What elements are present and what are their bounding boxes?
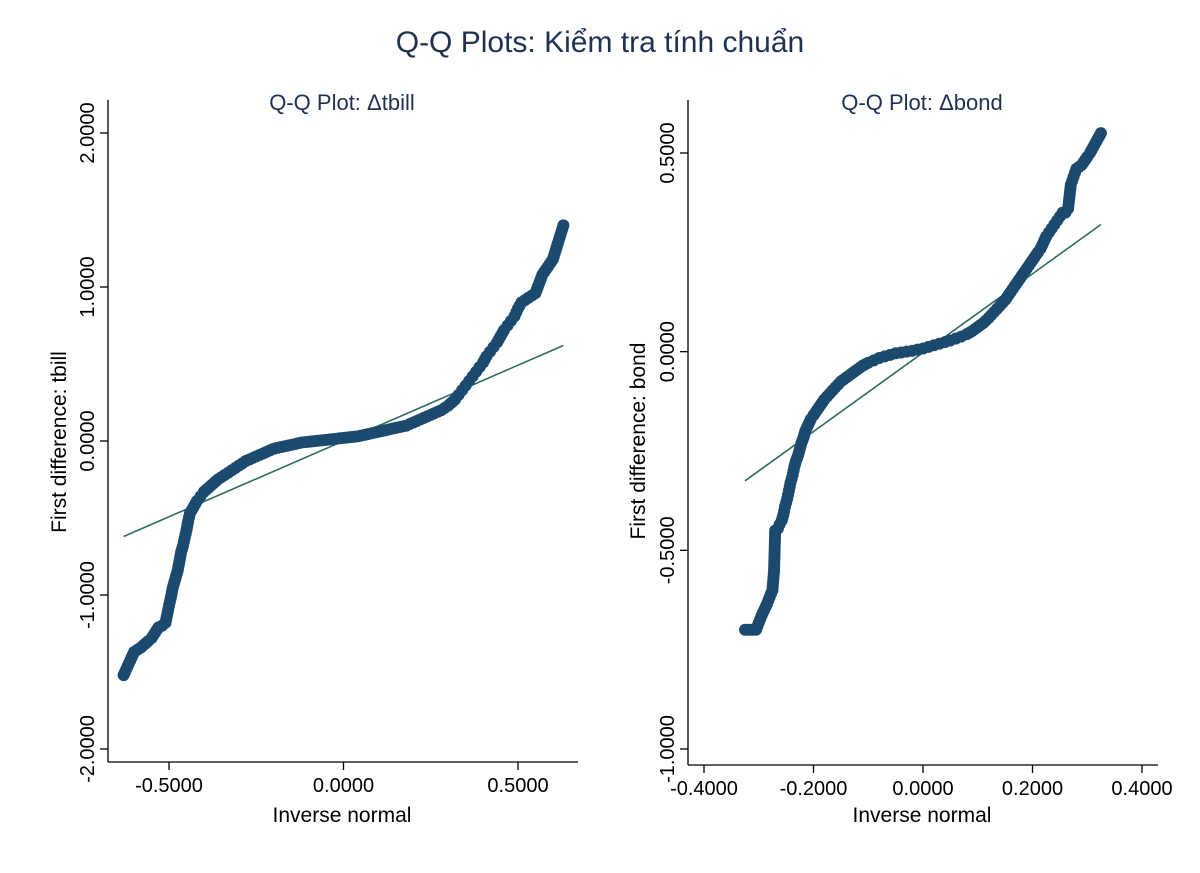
qq-plot-tbill: Q-Q Plot: Δtbill Inverse normal First di… <box>48 90 578 827</box>
panel-title-bond: Q-Q Plot: Δbond <box>841 90 1002 115</box>
x-tick-label: -0.4000 <box>670 778 738 800</box>
x-tick-label: -0.2000 <box>780 778 848 800</box>
y-tick-label: -0.5000 <box>657 516 679 584</box>
data-point <box>1094 127 1107 140</box>
y-axis-label-tbill: First difference: tbill <box>48 351 71 533</box>
y-axis-label-bond: First difference: bond <box>627 343 650 540</box>
x-axis-label-bond: Inverse normal <box>853 804 992 827</box>
y-tick-label: -1.0000 <box>657 715 679 783</box>
y-tick-label: 0.0000 <box>657 321 679 382</box>
y-tick-label: -1.0000 <box>77 561 99 629</box>
y-tick-label: 0.0000 <box>77 410 99 471</box>
x-tick-label: 0.4000 <box>1111 778 1172 800</box>
x-axis-label-tbill: Inverse normal <box>273 804 412 827</box>
qq-plot-bond: Q-Q Plot: Δbond Inverse normal First dif… <box>627 90 1173 827</box>
x-tick-label: 0.2000 <box>1002 778 1063 800</box>
page-title: Q-Q Plots: Kiểm tra tính chuẩn <box>396 26 805 59</box>
points-tbill <box>117 219 570 682</box>
y-tick-label: -2.0000 <box>77 715 99 783</box>
x-tick-label: 0.5000 <box>487 775 548 797</box>
y-tick-label: 0.5000 <box>657 122 679 183</box>
axes-tbill: -2.0000 -1.0000 0.0000 1.0000 2.0000 -0.5000 0… <box>77 100 578 797</box>
y-tick-label: 1.0000 <box>77 256 99 317</box>
x-tick-label: 0.0000 <box>313 775 374 797</box>
points-bond <box>739 127 1107 636</box>
x-tick-label: 0.0000 <box>892 778 953 800</box>
panel-title-tbill: Q-Q Plot: Δtbill <box>269 90 415 115</box>
x-tick-label: -0.5000 <box>135 775 203 797</box>
axes-bond: -1.0000 -0.5000 0.0000 0.5000 -0.4000 -0.2000… <box>657 100 1173 800</box>
data-point <box>557 219 570 232</box>
y-tick-label: 2.0000 <box>77 102 99 163</box>
